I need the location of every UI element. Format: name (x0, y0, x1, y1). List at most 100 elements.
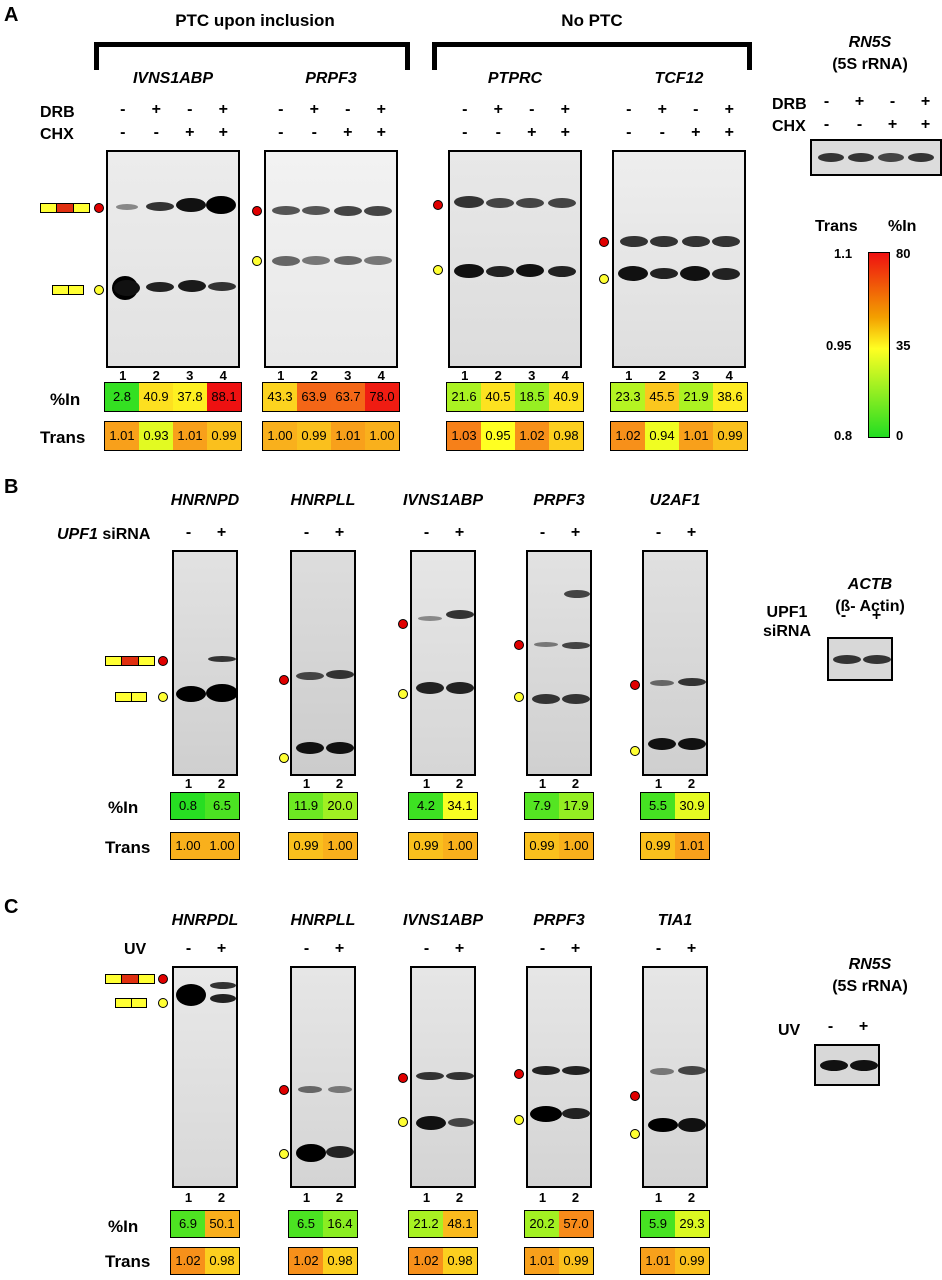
lane-number: 3 (186, 368, 194, 383)
control-treat-label: UPF1 (752, 604, 822, 622)
in-value-cell: 18.5 (515, 383, 549, 411)
lane-number: 4 (561, 368, 569, 383)
sign-treatment: + (686, 940, 697, 957)
sign-treatment: + (454, 940, 465, 957)
trans-values-hnrpll: 1.02 0.98 (288, 1247, 358, 1275)
trans-value-cell: 0.98 (549, 422, 583, 450)
trans-value-cell: 0.99 (713, 422, 747, 450)
row-label-trans: Trans (105, 1252, 151, 1271)
lane-number: 2 (217, 776, 226, 791)
sign-drb: - (529, 101, 535, 118)
trans-values-prpf3: 1.00 0.99 1.01 1.00 (262, 421, 400, 451)
trans-values-hnrpll: 0.99 1.00 (288, 832, 358, 860)
bracket-no-ptc (432, 42, 752, 70)
trans-value-cell: 1.01 (641, 1248, 675, 1274)
in-values-prpf3: 20.2 57.0 (524, 1210, 594, 1238)
lane-number: 2 (571, 776, 580, 791)
gene-label: PRPF3 (533, 492, 585, 509)
inclusion-marker-icon (514, 640, 524, 650)
in-value-cell: 23.3 (611, 383, 645, 411)
control-gene-label: ACTB (847, 576, 893, 593)
trans-value-cell: 0.93 (139, 422, 173, 450)
gel-tia1 (642, 966, 708, 1188)
skipping-marker-icon (94, 285, 104, 295)
in-value-cell: 63.9 (297, 383, 331, 411)
legend-tick: 0 (896, 428, 904, 443)
row-label-drb: DRB (40, 104, 75, 121)
inclusion-marker-icon (158, 974, 168, 984)
in-value-cell: 21.9 (679, 383, 713, 411)
inclusion-marker-icon (279, 1085, 289, 1095)
trans-value-cell: 0.99 (641, 833, 675, 859)
skipping-marker-icon (514, 1115, 524, 1125)
gene-label: HNRPLL (290, 492, 356, 509)
lane-number: 4 (219, 368, 227, 383)
lane-number: 1 (422, 776, 431, 791)
trans-value-cell: 1.02 (611, 422, 645, 450)
skipping-marker-icon (599, 274, 609, 284)
trans-value-cell: 1.01 (525, 1248, 559, 1274)
control-sign-uv: + (858, 1018, 869, 1035)
in-values-tcf12: 23.3 45.5 21.9 38.6 (610, 382, 748, 412)
trans-value-cell: 0.99 (409, 833, 443, 859)
sign-treatment: - (185, 524, 192, 541)
in-value-cell: 40.9 (139, 383, 173, 411)
in-value-cell: 6.9 (171, 1211, 205, 1237)
gel-u2af1 (642, 550, 708, 776)
gene-label: U2AF1 (649, 492, 701, 509)
in-value-cell: 20.0 (323, 793, 357, 819)
sign-chx: - (659, 124, 665, 141)
in-value-cell: 40.5 (481, 383, 515, 411)
in-values-hnrnpd: 0.8 6.5 (170, 792, 240, 820)
trans-value-cell: 1.00 (263, 422, 297, 450)
sign-chx: - (120, 124, 126, 141)
skipping-marker-icon (630, 746, 640, 756)
lane-number: 4 (377, 368, 385, 383)
inclusion-marker-icon (630, 1091, 640, 1101)
sign-drb: + (376, 101, 386, 118)
control-gene-sub: (5S rRNA) (832, 56, 908, 73)
in-value-cell: 2.8 (105, 383, 139, 411)
trans-values-hnrpdl: 1.02 0.98 (170, 1247, 240, 1275)
lane-number: 1 (422, 1190, 431, 1205)
lane-number: 2 (494, 368, 502, 383)
row-label-upf1-sirna: UPF1 siRNA (57, 526, 150, 544)
trans-value-cell: 1.00 (365, 422, 399, 450)
gene-label: IVNS1ABP (402, 912, 484, 929)
sign-drb: - (278, 101, 284, 118)
control-gel-rn5s (810, 139, 942, 176)
trans-value-cell: 0.95 (481, 422, 515, 450)
inclusion-marker-icon (433, 200, 443, 210)
exon-skipping-icon (115, 998, 147, 1008)
row-label-trans: Trans (40, 428, 86, 447)
trans-values-tia1: 1.01 0.99 (640, 1247, 710, 1275)
legend-in-label: %In (888, 218, 917, 235)
sign-treatment: - (185, 940, 192, 957)
in-values-ivns1abp: 4.2 34.1 (408, 792, 478, 820)
lane-number: 2 (658, 368, 666, 383)
in-values-hnrpll: 6.5 16.4 (288, 1210, 358, 1238)
sign-chx: + (724, 124, 734, 141)
sign-chx: + (376, 124, 386, 141)
control-gene-label: RN5S (848, 956, 892, 973)
in-value-cell: 63.7 (331, 383, 365, 411)
lane-number: 1 (625, 368, 633, 383)
lane-number: 1 (184, 776, 193, 791)
lane-number: 1 (184, 1190, 193, 1205)
panel-letter-c: C (4, 896, 19, 918)
lane-number: 1 (119, 368, 127, 383)
group-label-no-ptc: No PTC (561, 11, 623, 30)
in-values-prpf3: 7.9 17.9 (524, 792, 594, 820)
skipping-marker-icon (252, 256, 262, 266)
control-treat-suffix: siRNA (762, 623, 811, 640)
lane-number: 2 (455, 1190, 464, 1205)
in-values-hnrpll: 11.9 20.0 (288, 792, 358, 820)
trans-values-prpf3: 1.01 0.99 (524, 1247, 594, 1275)
skipping-marker-icon (433, 265, 443, 275)
bracket-ptc (94, 42, 410, 70)
gene-label: HNRNPD (170, 492, 240, 509)
row-label-trans: Trans (105, 838, 151, 857)
trans-value-cell: 1.01 (331, 422, 365, 450)
skipping-marker-icon (630, 1129, 640, 1139)
treat-gene: UPF1 (57, 526, 98, 543)
